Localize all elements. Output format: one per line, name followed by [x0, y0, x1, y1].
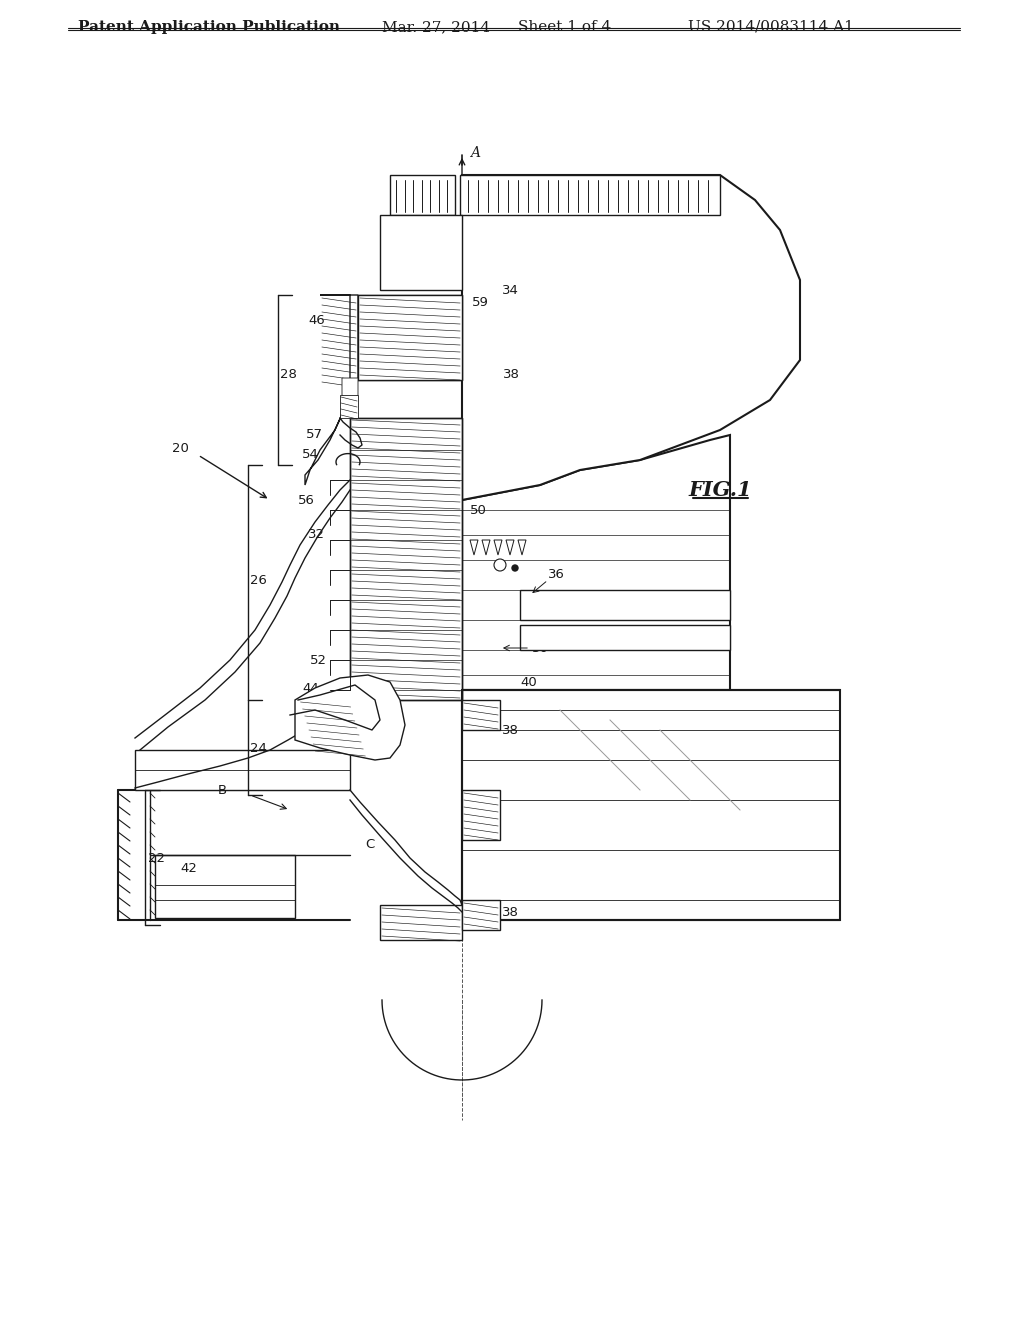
Text: A: A: [470, 147, 480, 160]
Text: 32: 32: [308, 528, 325, 541]
Text: 40: 40: [520, 676, 537, 689]
Text: 57: 57: [306, 429, 323, 441]
Polygon shape: [520, 624, 730, 649]
Polygon shape: [135, 750, 350, 789]
Text: 26: 26: [250, 573, 267, 586]
Polygon shape: [460, 176, 720, 215]
Polygon shape: [462, 690, 840, 920]
Polygon shape: [390, 176, 455, 215]
Polygon shape: [518, 540, 526, 554]
Polygon shape: [295, 675, 406, 760]
Text: 30: 30: [532, 642, 549, 655]
Polygon shape: [462, 436, 730, 690]
Polygon shape: [350, 418, 462, 700]
Circle shape: [494, 558, 506, 572]
Polygon shape: [482, 540, 490, 554]
Text: 46: 46: [308, 314, 325, 326]
Text: 36: 36: [548, 569, 565, 582]
Text: FIG.1: FIG.1: [688, 480, 752, 500]
Text: 42: 42: [180, 862, 197, 874]
Text: 22: 22: [148, 851, 165, 865]
Polygon shape: [470, 540, 478, 554]
Polygon shape: [462, 700, 500, 730]
Polygon shape: [305, 294, 358, 484]
Polygon shape: [358, 294, 462, 380]
Text: 59: 59: [472, 297, 488, 309]
Text: 52: 52: [310, 653, 327, 667]
Polygon shape: [462, 900, 500, 931]
Text: 50: 50: [470, 503, 486, 516]
Text: 56: 56: [298, 494, 314, 507]
Text: 24: 24: [250, 742, 267, 755]
Polygon shape: [380, 906, 462, 940]
Text: B: B: [218, 784, 227, 796]
Text: 34: 34: [502, 284, 519, 297]
Polygon shape: [462, 176, 800, 500]
Text: 38: 38: [503, 368, 520, 381]
Text: Patent Application Publication: Patent Application Publication: [78, 20, 340, 34]
Polygon shape: [342, 378, 358, 403]
Text: Sheet 1 of 4: Sheet 1 of 4: [518, 20, 611, 34]
Text: C: C: [365, 838, 374, 851]
Polygon shape: [494, 540, 502, 554]
Polygon shape: [380, 215, 462, 290]
Polygon shape: [462, 789, 500, 840]
Circle shape: [512, 565, 518, 572]
Text: 38: 38: [502, 723, 519, 737]
Text: 38: 38: [502, 907, 519, 920]
Text: 20: 20: [172, 441, 188, 454]
Text: Mar. 27, 2014: Mar. 27, 2014: [382, 20, 490, 34]
Text: 54: 54: [302, 449, 318, 462]
Text: 28: 28: [280, 368, 297, 381]
Polygon shape: [520, 590, 730, 620]
Polygon shape: [155, 855, 295, 917]
Text: 44: 44: [302, 681, 318, 694]
Polygon shape: [340, 395, 358, 418]
Polygon shape: [506, 540, 514, 554]
Text: US 2014/0083114 A1: US 2014/0083114 A1: [688, 20, 854, 34]
Text: 48: 48: [465, 793, 481, 807]
